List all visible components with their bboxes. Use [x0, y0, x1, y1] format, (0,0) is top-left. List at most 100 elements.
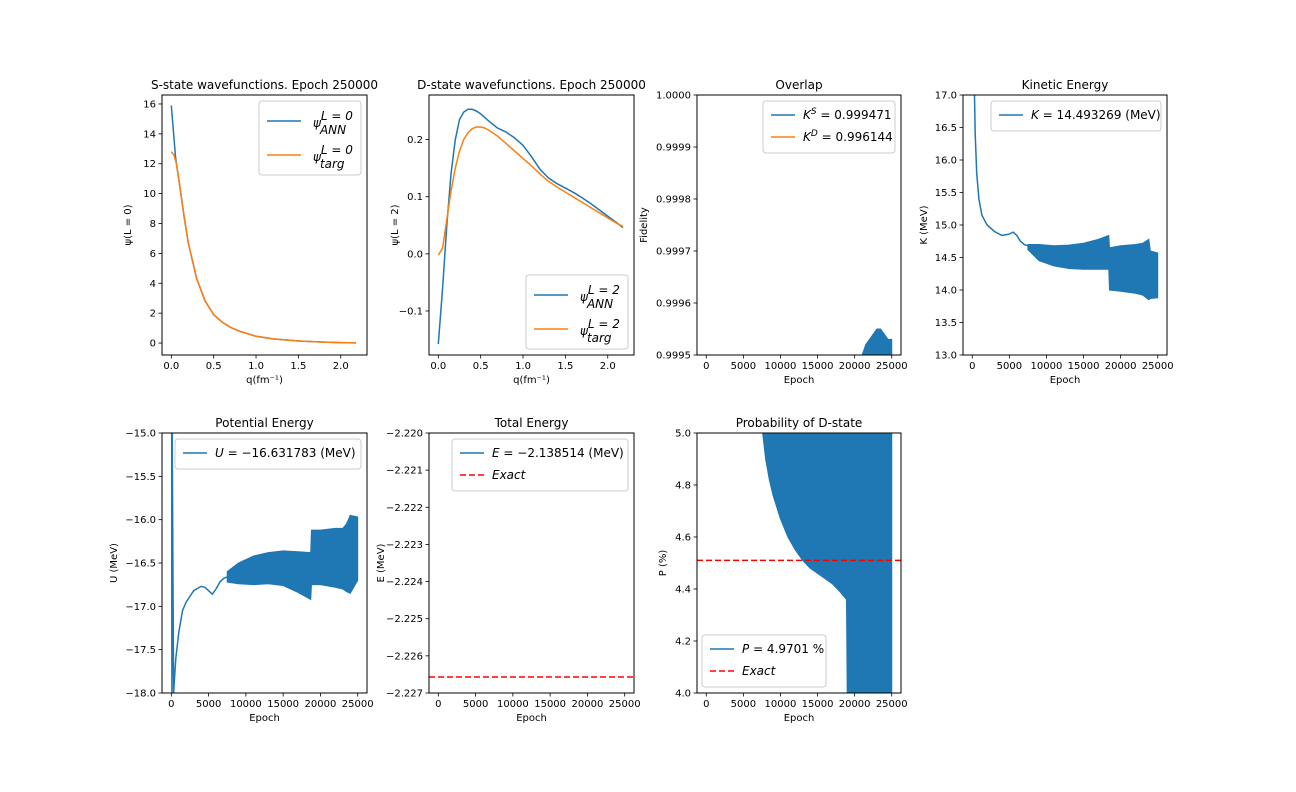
y-tick-label: −0.1	[399, 307, 423, 318]
y-axis-label: P (%)	[658, 550, 669, 577]
legend-value: = 0.999471	[817, 108, 892, 122]
y-tick-label: 16	[143, 99, 156, 110]
axes-frame	[962, 94, 1168, 356]
legend-symbol: K	[803, 108, 812, 122]
x-tick-label: 1.5	[557, 361, 573, 372]
legend-value: = −2.138514 (MeV)	[500, 446, 624, 460]
legend-box	[258, 100, 362, 176]
x-tick-label: 0.5	[206, 361, 222, 372]
legend-subscript: targ	[587, 331, 612, 345]
plot-area	[697, 433, 901, 693]
y-tick-label: 0.9998	[656, 195, 691, 206]
chart-overlap: 0 5000 10000 15000 20000 25000 0.9995 0.9996 0.9…	[639, 78, 908, 386]
series-line-d-state	[437, 126, 624, 256]
y-tick-label: 8	[150, 219, 156, 230]
y-tick-label: 4.6	[675, 533, 691, 544]
axes-frame	[428, 432, 635, 694]
y-tick-label: −2.221	[386, 466, 423, 477]
x-axis-label: Epoch	[516, 713, 547, 724]
series-band-potential	[226, 514, 359, 601]
chart-potential: 0 5000 10000 15000 20000 25000 −18.0 −17.5 −17.0…	[109, 416, 374, 724]
y-tick-label: −2.224	[386, 577, 423, 588]
y-tick-label: −2.223	[386, 540, 423, 551]
legend: U = −16.631783 (MeV)	[174, 438, 362, 470]
x-tick-label: 1.0	[248, 361, 264, 372]
y-tick-label: 4.0	[675, 689, 691, 700]
x-axis-label: Epoch	[784, 713, 815, 724]
legend-label: E = −2.138514 (MeV)	[492, 446, 624, 460]
x-tick-label: 5000	[997, 361, 1022, 372]
y-tick-label: 13.5	[935, 318, 957, 329]
legend-superscript: D	[811, 129, 818, 139]
x-tick-label: 0.5	[473, 361, 489, 372]
legend-label: KD = 0.996144	[803, 129, 893, 144]
legend-value: = −16.631783 (MeV)	[224, 446, 356, 460]
legend-subscript: ANN	[586, 297, 613, 311]
plot-area	[437, 108, 624, 345]
chart-total: 0 5000 10000 15000 20000 25000 −2.227 −2.226 −2.…	[376, 416, 641, 724]
legend-box	[451, 438, 629, 492]
y-axis-label: ψ(L = 2)	[390, 204, 401, 245]
series-band-overlap	[861, 328, 893, 355]
x-tick-label: 10000	[765, 361, 797, 372]
legend-symbol: P	[742, 642, 750, 656]
x-tick-label: 0	[168, 699, 174, 710]
y-tick-label: 0.9997	[656, 247, 691, 258]
legend-superscript: L = 2	[588, 317, 620, 331]
legend-box	[762, 100, 896, 154]
y-tick-label: 0.2	[407, 135, 423, 146]
y-tick-label: −2.222	[386, 503, 423, 514]
y-tick-label: 16.5	[935, 123, 957, 134]
axes-frame	[696, 432, 902, 694]
legend-symbol: E	[492, 446, 500, 460]
series-line-kinetic	[973, 95, 1029, 247]
x-tick-label: 15000	[802, 361, 834, 372]
x-tick-label: 10000	[1031, 361, 1063, 372]
x-axis-label: q(fm⁻¹)	[513, 375, 550, 386]
x-tick-label: 15000	[267, 699, 299, 710]
y-tick-label: −15.0	[125, 429, 156, 440]
legend-box	[701, 634, 827, 688]
x-axis-label: q(fm⁻¹)	[246, 375, 283, 386]
y-tick-label: 6	[150, 249, 156, 260]
x-tick-label: 0.0	[163, 361, 179, 372]
legend-subscript: ANN	[319, 123, 346, 137]
x-tick-label: 5000	[196, 699, 221, 710]
series-line-s-state	[170, 151, 357, 344]
legend-value: = 0.996144	[818, 130, 893, 144]
y-axis-label: ψ(L = 0)	[123, 204, 134, 245]
y-tick-label: 2	[150, 309, 156, 320]
x-tick-label: 0	[969, 361, 975, 372]
y-tick-label: 4.2	[675, 637, 691, 648]
y-tick-label: 0.9999	[656, 143, 691, 154]
x-tick-label: 15000	[534, 699, 566, 710]
x-tick-label: 25000	[876, 699, 908, 710]
legend-label: Exact	[492, 468, 527, 482]
x-tick-label: 25000	[609, 699, 641, 710]
chart-title: Potential Energy	[215, 416, 313, 430]
y-tick-label: 5.0	[675, 429, 691, 440]
plot-area	[170, 105, 357, 344]
y-tick-label: 10	[143, 189, 156, 200]
legend-label: ψL = 2 ANN	[580, 283, 620, 311]
y-tick-label: −17.5	[125, 645, 156, 656]
x-tick-label: 20000	[839, 699, 871, 710]
y-tick-label: 4.4	[675, 585, 691, 596]
y-tick-label: 0.0	[407, 249, 423, 260]
axes-frame	[696, 94, 902, 356]
y-tick-label: 16.0	[935, 156, 957, 167]
chart-title: Overlap	[775, 78, 822, 92]
legend-symbol: ψ	[580, 290, 589, 304]
x-tick-label: 5000	[463, 699, 488, 710]
y-tick-label: 0.9996	[656, 299, 691, 310]
chart-title: Kinetic Energy	[1022, 78, 1109, 92]
y-tick-label: 12	[143, 159, 156, 170]
series-band-probability	[762, 433, 893, 693]
axes-frame	[161, 94, 368, 356]
legend-label: Exact	[742, 664, 777, 678]
y-tick-label: 0.1	[407, 192, 423, 203]
legend-label: ψL = 2 targ	[580, 317, 620, 345]
y-tick-label: −2.227	[386, 689, 423, 700]
y-tick-label: 1.0000	[656, 91, 691, 102]
